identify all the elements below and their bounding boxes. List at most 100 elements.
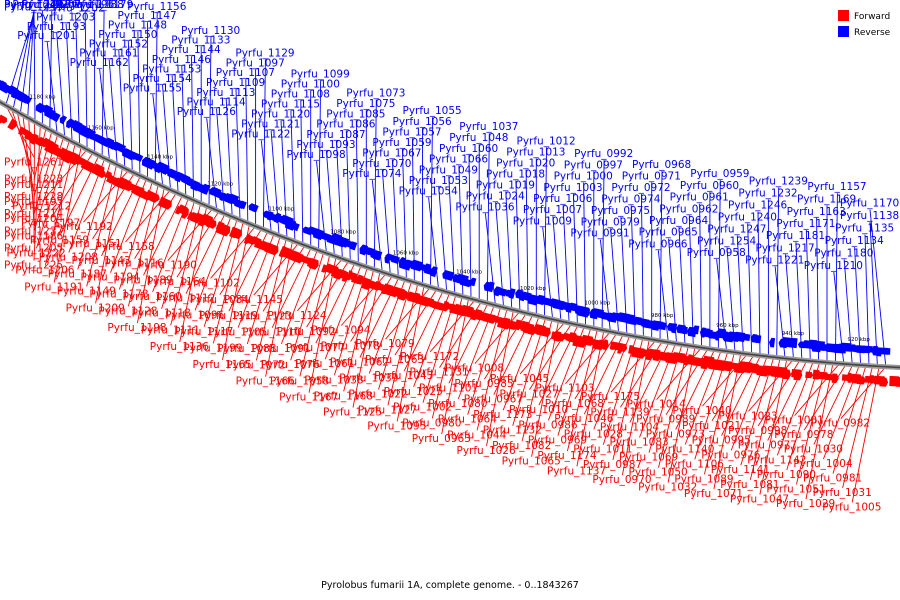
forward-gene-label: Pyrfu_1160 [123,291,182,303]
forward-gene-label: Pyrfu_1172 [400,351,459,363]
reverse-gene-label: Pyrfu_1215 [12,0,71,11]
reverse-gene-arrow [881,347,891,355]
label-connector [805,229,811,362]
forward-gene-label: Pyrfu_0970 [592,474,651,486]
forward-gene-label: Pyrfu_1045 [490,373,549,385]
reverse-gene-label: Pyrfu_1109 [206,77,265,89]
label-connector [16,111,35,192]
reverse-gene-label: Pyrfu_0968 [632,159,691,171]
reverse-gene-label: Pyrfu_1232 [738,188,797,200]
reverse-gene-arrow [349,241,358,251]
label-connector [805,362,834,500]
reverse-gene-arrow [790,338,798,349]
reverse-gene-arrow [692,325,700,335]
reverse-gene-label: Pyrfu_0992 [574,148,633,160]
forward-gene-label: Pyrfu_1167 [279,392,338,404]
label-connector [77,161,112,270]
forward-gene-arrow [232,228,242,240]
forward-gene-arrow [831,373,839,383]
forward-gene-label: Pyrfu_1165 [193,359,252,371]
forward-gene-label: Pyrfu_0995 [692,435,751,447]
label-connector [290,110,296,242]
strand-legend: Forward Reverse [838,10,891,38]
forward-gene-label: Pyrfu_1030 [784,444,843,456]
forward-gene-label: Pyrfu_0981 [803,473,862,485]
reverse-gene-label: Pyrfu_1239 [749,176,808,188]
label-connector [127,40,133,173]
forward-gene-label: Pyrfu_1089 [674,473,733,485]
forward-gene-label: Pyrfu_0989 [636,414,695,426]
reverse-gene-label: Pyrfu_1201 [17,30,76,42]
forward-gene-label: Pyrfu_1058 [270,375,329,387]
forward-gene-label: Pyrfu_1005 [822,501,881,513]
reverse-gene-label: Pyrfu_1037 [459,121,518,133]
reverse-gene-arrow [248,203,259,213]
reverse-gene-label: Pyrfu_1148 [108,20,167,32]
label-connector [602,336,637,445]
forward-gene-label: Pyrfu_1190 [138,260,197,272]
reverse-gene-label: Pyrfu_1074 [342,168,402,180]
scale-tick-label: 1000 kbp [584,301,610,307]
forward-gene-label: Pyrfu_1029 [776,498,835,510]
forward-gene-label: Pyrfu_0967 [464,394,523,406]
forward-gene-arrow [782,369,791,380]
forward-gene-label: Pyrfu_0976 [701,449,761,461]
forward-gene-label: Pyrfu_1205 [4,243,63,255]
forward-gene-label: Pyrfu_1141 [711,464,770,476]
legend-reverse-swatch [838,26,849,37]
forward-gene-arrow [617,345,623,354]
label-connector [84,10,88,150]
label-connector [803,363,847,431]
reverse-gene-label: Pyrfu_1138 [840,210,899,222]
label-connector [842,365,874,489]
reverse-gene-label: Pyrfu_1147 [118,10,177,22]
label-connector [601,159,605,331]
label-connector [566,328,598,452]
reverse-gene-label: Pyrfu_1247 [707,224,766,236]
label-connector [840,366,887,419]
scale-tick-label: 960 kbp [716,323,739,329]
forward-gene-label: Pyrfu_0980 [402,417,461,429]
label-connector [385,286,431,340]
forward-gene-label: Pyrfu_1065 [502,456,561,468]
label-connector [191,56,194,201]
forward-gene-label: Pyrfu_1143 [72,255,131,267]
reverse-gene-label: Pyrfu_1203 [36,12,95,24]
forward-gene-label: Pyrfu_1092 [277,326,336,338]
label-connector [717,180,721,351]
forward-gene-arrow [308,258,319,270]
forward-gene-label: Pyrfu_1118 [132,308,191,320]
label-connector [816,217,820,362]
label-connector [154,12,158,183]
label-connector [869,222,878,367]
forward-gene-arrow [621,343,628,352]
reverse-gene-label: Pyrfu_1259 [4,1,63,13]
scale-tick-label: 1160 kbp [88,126,114,132]
label-connector [703,352,735,475]
forward-gene-arrow [181,207,189,219]
forward-gene-label: Pyrfu_1062 [330,357,389,369]
forward-gene-label: Pyrfu_1174 [537,450,597,462]
forward-gene-label: Pyrfu_1223 [4,174,63,186]
reverse-gene-label: Pyrfu_0962 [659,203,718,215]
label-connector [99,68,111,161]
reverse-gene-label: Pyrfu_0960 [680,180,739,192]
gene-labels: Pyrfu_1259Pyrfu_1245Pyrfu_1226Pyrfu_1224… [4,0,899,513]
forward-gene-label: Pyrfu_1050 [629,467,688,479]
reverse-gene-arrow [508,288,516,299]
reverse-gene-label: Pyrfu_1097 [226,57,285,69]
reverse-gene-label: Pyrfu_1099 [291,68,350,80]
forward-gene-label: Pyrfu_1117 [174,326,233,338]
reverse-gene-label: Pyrfu_1087 [306,129,365,141]
reverse-gene-label: Pyrfu_1122 [231,129,290,141]
reverse-gene-label: Pyrfu_1003 [543,182,602,194]
label-connector [486,309,514,446]
forward-gene-label: Pyrfu_1104 [600,421,660,433]
scale-tick-label: 1120 kbp [207,182,233,188]
forward-gene-label: Pyrfu_1011 [573,444,632,456]
forward-gene-label: Pyrfu_1127 [358,404,417,416]
forward-gene-label: Pyrfu_1001 [765,415,824,427]
reverse-gene-arrow [670,323,678,334]
forward-gene-label: Pyrfu_1094 [311,325,371,337]
forward-gene-label: Pyrfu_1028 [564,428,623,440]
